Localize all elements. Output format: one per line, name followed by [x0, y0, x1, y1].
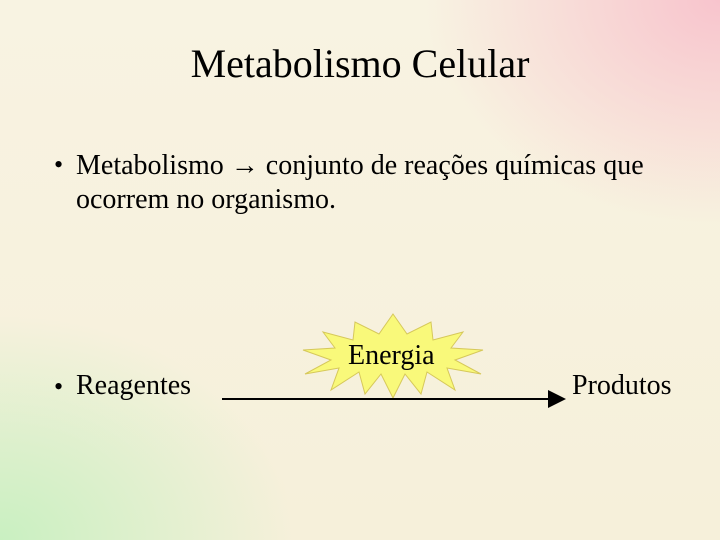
- arrow-head-icon: [548, 390, 566, 408]
- reagentes-label: Reagentes: [76, 370, 191, 402]
- slide: Metabolismo Celular • Metabolismo → conj…: [0, 0, 720, 540]
- body-text: • Metabolismo → conjunto de reações quím…: [54, 148, 674, 225]
- bullet-1-text: Metabolismo → conjunto de reações químic…: [76, 148, 674, 217]
- arrow-line-icon: [222, 398, 550, 400]
- bullet-1: • Metabolismo → conjunto de reações quím…: [54, 148, 674, 217]
- bullet-1-lead: Metabolismo: [76, 150, 231, 181]
- produtos-label: Produtos: [572, 370, 672, 402]
- arrow-glyph-icon: →: [231, 149, 259, 180]
- energy-label: Energia: [348, 340, 435, 372]
- bullet-dot-icon: •: [54, 370, 76, 404]
- bullet-dot-icon: •: [54, 148, 76, 182]
- slide-title: Metabolismo Celular: [0, 40, 720, 87]
